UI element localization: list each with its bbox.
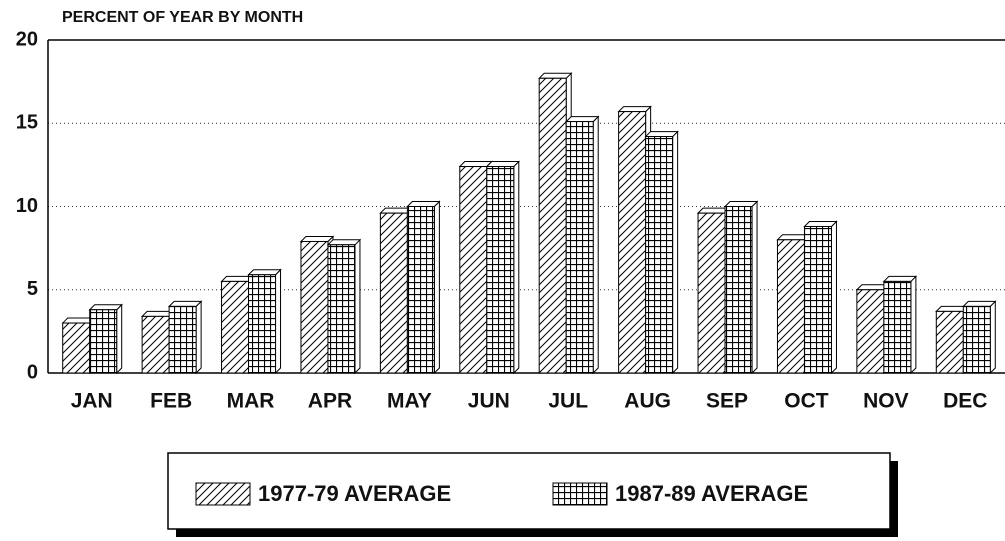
bar-top bbox=[882, 275, 918, 282]
bar-top bbox=[299, 235, 335, 242]
bar bbox=[486, 166, 515, 374]
bar bbox=[883, 280, 912, 374]
x-tick-label: JUN bbox=[468, 390, 510, 413]
y-tick-label: 20 bbox=[16, 28, 38, 50]
bar-side bbox=[989, 300, 996, 375]
bar-side bbox=[830, 220, 837, 375]
bar bbox=[406, 206, 435, 374]
bar-top bbox=[538, 72, 573, 79]
x-tick-label: APR bbox=[308, 390, 352, 413]
bar bbox=[618, 111, 647, 374]
bar-top bbox=[962, 300, 997, 307]
bar-top bbox=[326, 239, 362, 246]
bar-side bbox=[910, 275, 917, 375]
bar bbox=[935, 310, 964, 374]
bar-side bbox=[592, 115, 599, 375]
x-tick-label: MAY bbox=[387, 390, 432, 413]
bar bbox=[776, 239, 805, 374]
x-tick-label: DEC bbox=[943, 390, 987, 413]
bar bbox=[962, 305, 991, 374]
bar bbox=[803, 225, 832, 374]
bar-side bbox=[513, 160, 520, 375]
chart-title: PERCENT OF YEAR BY MONTH bbox=[62, 9, 303, 26]
bar-side bbox=[354, 238, 361, 375]
bar-side bbox=[195, 300, 202, 375]
bar bbox=[697, 212, 726, 374]
bar bbox=[141, 315, 170, 374]
legend-label: 1977-79 AVERAGE bbox=[258, 481, 451, 506]
legend-label: 1987-89 AVERAGE bbox=[615, 481, 808, 506]
bar bbox=[62, 322, 91, 374]
x-tick-label: OCT bbox=[784, 390, 829, 413]
y-tick-label: 0 bbox=[27, 361, 38, 383]
bar bbox=[300, 240, 329, 374]
bar bbox=[538, 77, 567, 374]
y-tick-label: 5 bbox=[27, 278, 38, 300]
bar bbox=[221, 280, 250, 374]
bar-side bbox=[433, 200, 440, 375]
bar-side bbox=[116, 303, 123, 375]
bar bbox=[89, 309, 118, 374]
x-tick-label: MAR bbox=[227, 390, 275, 413]
bar-top bbox=[485, 161, 520, 168]
bar bbox=[327, 244, 356, 374]
bar bbox=[724, 206, 753, 374]
x-tick-label: JUL bbox=[548, 390, 588, 413]
bar bbox=[856, 289, 885, 374]
bar-top bbox=[723, 201, 759, 207]
bar-side bbox=[751, 200, 758, 375]
bar-top bbox=[803, 220, 838, 227]
legend bbox=[167, 452, 891, 530]
bar-side bbox=[672, 130, 679, 375]
legend-swatch bbox=[195, 482, 251, 506]
y-tick-label: 10 bbox=[16, 195, 38, 217]
bar bbox=[459, 166, 488, 374]
bar-top bbox=[88, 304, 123, 311]
x-tick-label: NOV bbox=[863, 390, 909, 413]
y-tick-label: 15 bbox=[16, 112, 38, 134]
x-tick-label: SEP bbox=[706, 390, 748, 413]
bar bbox=[565, 121, 594, 374]
bar bbox=[168, 305, 197, 374]
bar-top bbox=[565, 116, 600, 123]
bar bbox=[248, 274, 277, 374]
bar-top bbox=[644, 131, 679, 138]
bar-top bbox=[617, 106, 652, 113]
x-tick-label: AUG bbox=[624, 390, 671, 413]
bar-top bbox=[406, 201, 441, 207]
bar-top bbox=[167, 300, 203, 307]
bar bbox=[379, 212, 408, 374]
x-tick-label: JAN bbox=[71, 390, 113, 413]
bar-side bbox=[275, 268, 282, 375]
bar-top bbox=[247, 269, 282, 276]
x-tick-label: FEB bbox=[150, 390, 192, 413]
bar bbox=[645, 136, 674, 374]
legend-swatch bbox=[552, 482, 608, 506]
